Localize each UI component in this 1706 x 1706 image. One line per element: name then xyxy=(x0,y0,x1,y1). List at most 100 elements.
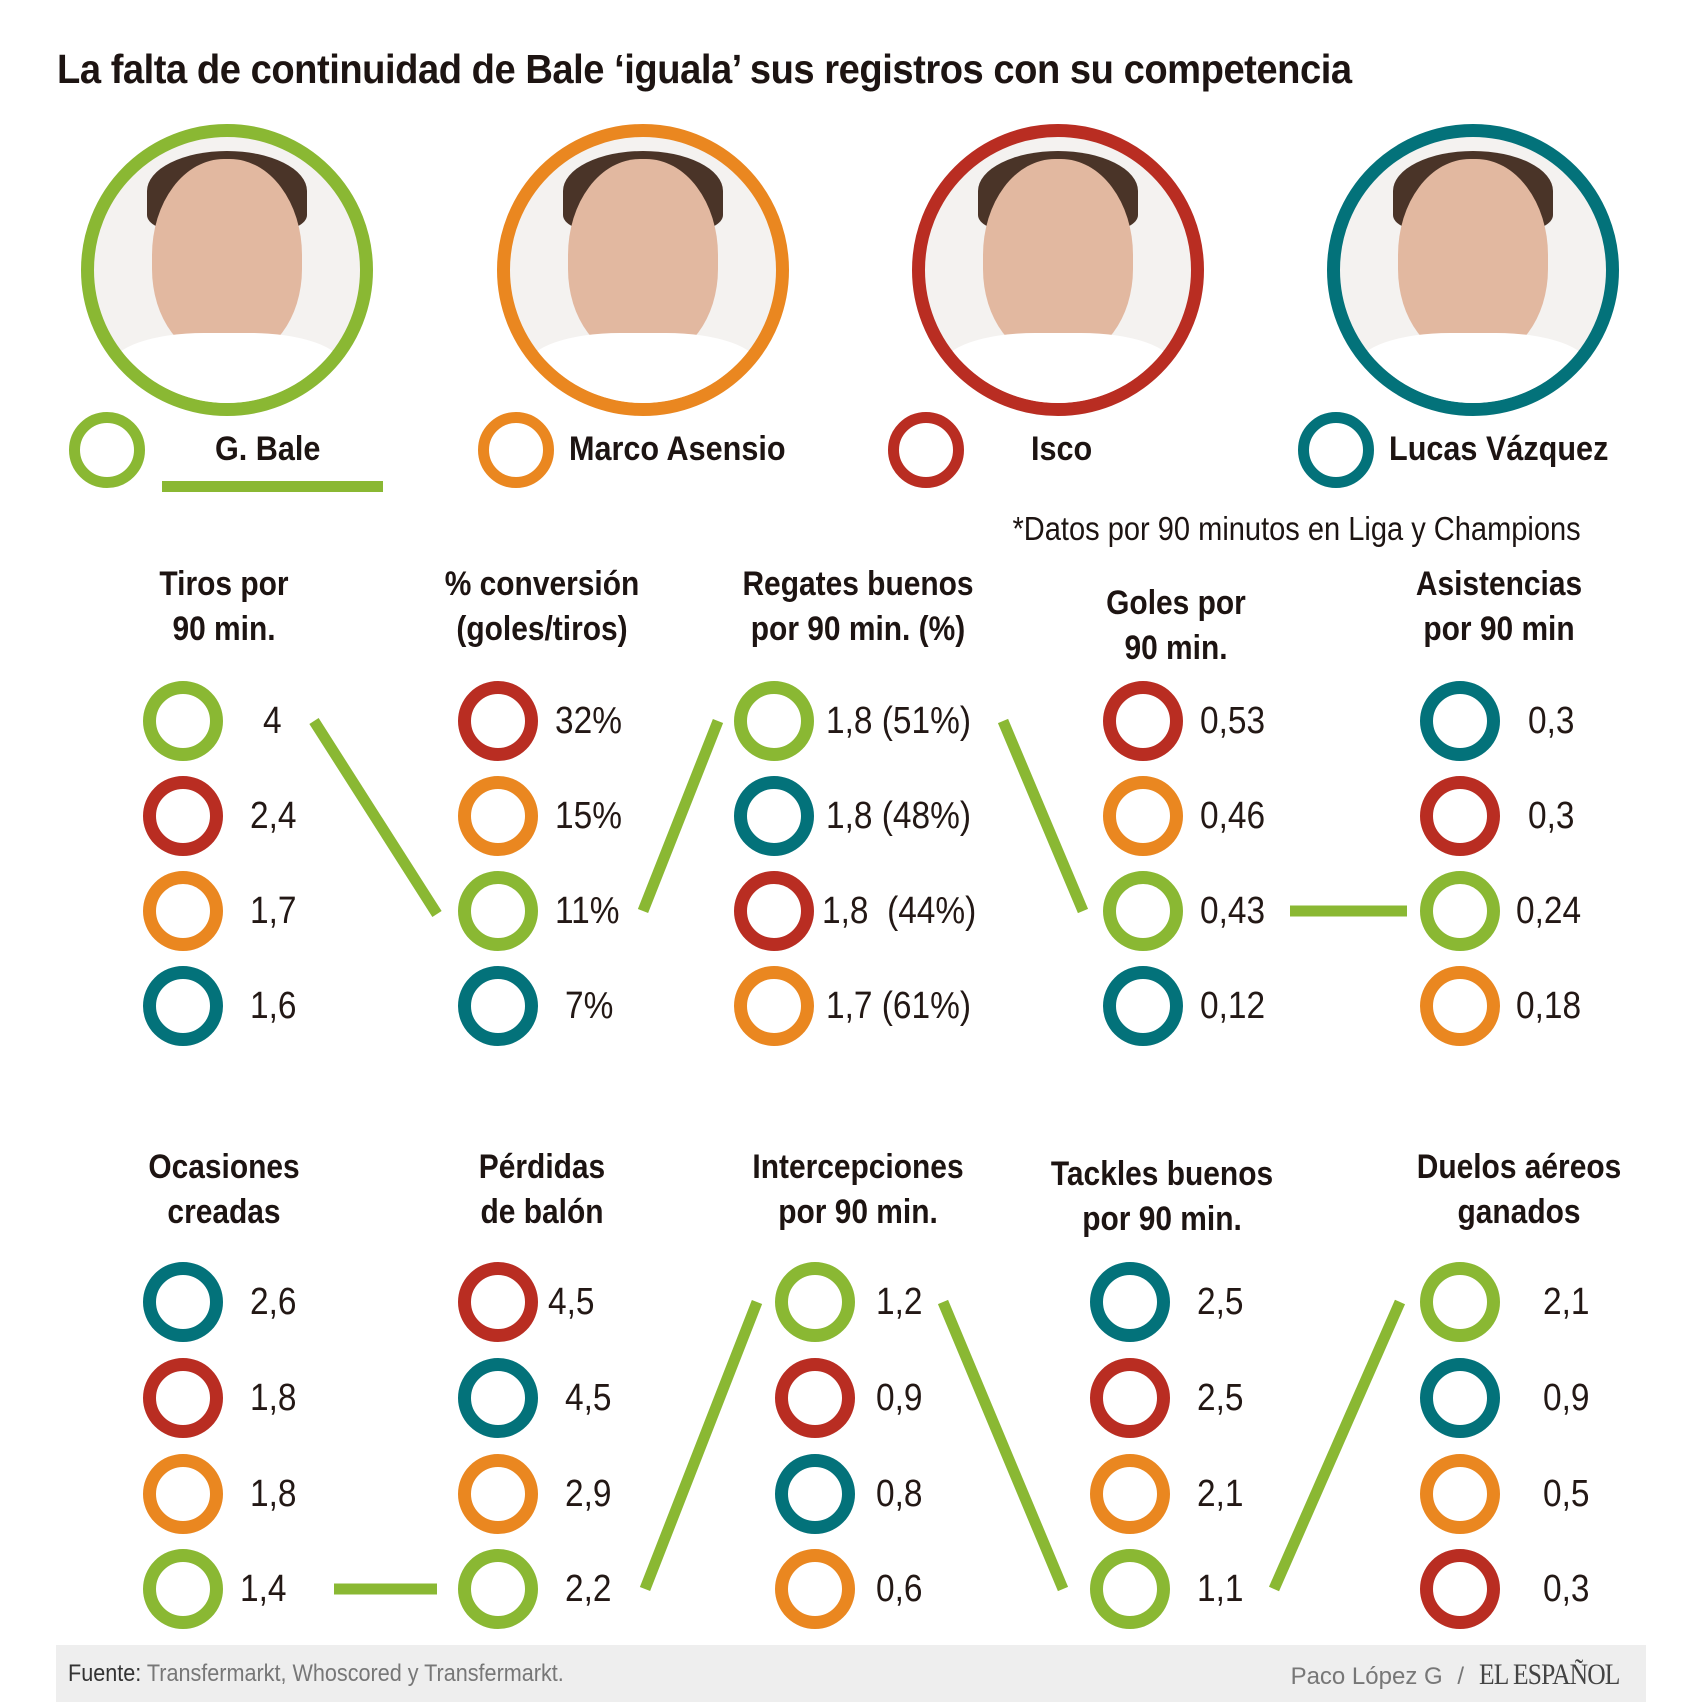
value: 1,7 (61%) xyxy=(826,985,971,1027)
value: 0,9 xyxy=(876,1377,923,1419)
ring-isco-icon xyxy=(458,681,538,761)
ring-bale-icon xyxy=(458,1549,538,1629)
header-line: ganados xyxy=(1457,1193,1581,1231)
ring-isco-icon xyxy=(1420,776,1500,856)
header-line: Asistencias xyxy=(1415,565,1583,603)
header-line: 90 min. xyxy=(172,610,276,648)
ring-asensio-icon xyxy=(1420,966,1500,1046)
face-shape xyxy=(983,159,1133,359)
header-line: por 90 min. (%) xyxy=(750,610,966,648)
ring-asensio-icon xyxy=(1420,1454,1500,1534)
separator: / xyxy=(1457,1663,1465,1690)
header-line: Ocasiones xyxy=(148,1148,300,1186)
value: 15% xyxy=(555,795,622,837)
ring-isco-icon xyxy=(775,1358,855,1438)
source-label: Fuente: xyxy=(68,1660,142,1687)
metric-header-goles: Goles por 90 min. xyxy=(1044,581,1308,671)
shirt-shape xyxy=(1358,333,1588,403)
player-photo-lucas xyxy=(1327,124,1619,416)
value: 1,6 xyxy=(250,985,297,1027)
ring-lucas-icon xyxy=(734,776,814,856)
value: 1,8 xyxy=(250,1473,297,1515)
value: 2,1 xyxy=(1197,1473,1244,1515)
value: 0,43 xyxy=(1200,890,1266,932)
header-line: Tackles buenos xyxy=(1050,1155,1274,1193)
metric-header-tackles: Tackles buenos por 90 min. xyxy=(1030,1152,1294,1242)
ring-bale-icon xyxy=(1103,871,1183,951)
metric-header-tiros: Tiros por 90 min. xyxy=(92,562,356,652)
value: 4 xyxy=(263,700,282,742)
value: 1,7 xyxy=(250,890,297,932)
header-line: Pérdidas xyxy=(478,1148,606,1186)
chart-title: La falta de continuidad de Bale ‘iguala’… xyxy=(57,46,1352,92)
ring-isco-icon xyxy=(143,1358,223,1438)
legend-ring-bale-icon xyxy=(69,412,145,488)
ring-isco-icon xyxy=(143,776,223,856)
face-shape xyxy=(568,159,718,359)
metric-header-conversion: % conversión (goles/tiros) xyxy=(410,562,674,652)
ring-isco-icon xyxy=(458,1262,538,1342)
legend-name-asensio: Marco Asensio xyxy=(569,430,786,468)
ring-bale-icon xyxy=(1090,1549,1170,1629)
header-line: 90 min. xyxy=(1124,629,1228,667)
metric-header-regates: Regates buenos por 90 min. (%) xyxy=(726,562,990,652)
legend-ring-asensio-icon xyxy=(478,412,554,488)
metric-header-intercepciones: Intercepciones por 90 min. xyxy=(726,1145,990,1235)
value: 1,2 xyxy=(876,1281,923,1323)
header-line: por 90 min xyxy=(1423,610,1575,648)
ring-asensio-icon xyxy=(1103,776,1183,856)
ring-asensio-icon xyxy=(1090,1454,1170,1534)
legend-name-lucas: Lucas Vázquez xyxy=(1389,430,1609,468)
value: 0,12 xyxy=(1200,985,1266,1027)
ring-bale-icon xyxy=(458,871,538,951)
value: 2,4 xyxy=(250,795,297,837)
legend-name-isco: Isco xyxy=(1031,430,1093,468)
header-line: Intercepciones xyxy=(752,1148,964,1186)
shirt-shape xyxy=(112,333,342,403)
footer-source: Fuente: Transfermarkt, Whoscored y Trans… xyxy=(68,1660,564,1688)
ring-bale-icon xyxy=(1420,1262,1500,1342)
ring-isco-icon xyxy=(1420,1549,1500,1629)
face-shape xyxy=(1398,159,1548,359)
value: 2,9 xyxy=(565,1473,612,1515)
footer-bar xyxy=(56,1645,1646,1702)
ring-isco-icon xyxy=(1090,1358,1170,1438)
metric-header-duelos: Duelos aéreos ganados xyxy=(1387,1145,1651,1235)
ring-lucas-icon xyxy=(1103,966,1183,1046)
value: 0,46 xyxy=(1200,795,1266,837)
value: 0,24 xyxy=(1516,890,1582,932)
ring-asensio-icon xyxy=(734,966,814,1046)
face-shape xyxy=(152,159,302,359)
value: 1,4 xyxy=(240,1568,287,1610)
ring-lucas-icon xyxy=(1090,1262,1170,1342)
value: 0,6 xyxy=(876,1568,923,1610)
ring-isco-icon xyxy=(1103,681,1183,761)
footer-credit: Paco López G / EL ESPAÑOL xyxy=(1291,1658,1644,1692)
header-line: Goles por xyxy=(1106,584,1246,622)
metric-header-asistencias: Asistencias por 90 min xyxy=(1367,562,1631,652)
ring-lucas-icon xyxy=(458,1358,538,1438)
ring-asensio-icon xyxy=(143,1454,223,1534)
value: 1,8 xyxy=(250,1377,297,1419)
value: 4,5 xyxy=(565,1377,612,1419)
value: 1,8 (44%) xyxy=(822,890,977,932)
ring-bale-icon xyxy=(1420,871,1500,951)
ring-asensio-icon xyxy=(458,1454,538,1534)
legend-name-bale: G. Bale xyxy=(215,430,321,468)
header-line: creadas xyxy=(167,1193,281,1231)
value: 2,2 xyxy=(565,1568,612,1610)
ring-asensio-icon xyxy=(143,871,223,951)
header-line: por 90 min. xyxy=(778,1193,938,1231)
ring-lucas-icon xyxy=(143,966,223,1046)
ring-bale-icon xyxy=(734,681,814,761)
legend-ring-lucas-icon xyxy=(1298,412,1374,488)
bale-highlight-underline xyxy=(162,481,383,492)
value: 0,9 xyxy=(1543,1377,1590,1419)
value: 1,8 (51%) xyxy=(826,700,971,742)
ring-asensio-icon xyxy=(775,1549,855,1629)
shirt-shape xyxy=(528,333,758,403)
value: 2,6 xyxy=(250,1281,297,1323)
header-line: Regates buenos xyxy=(742,565,974,603)
value: 0,3 xyxy=(1528,795,1575,837)
header-line: por 90 min. xyxy=(1082,1200,1242,1238)
